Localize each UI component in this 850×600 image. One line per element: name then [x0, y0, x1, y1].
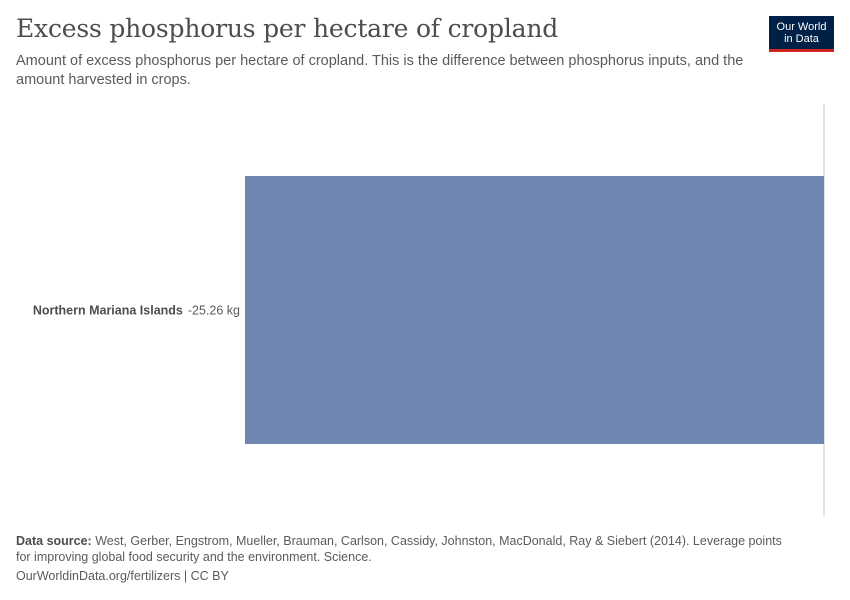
data-source-label: Data source: [16, 534, 92, 548]
footer-link[interactable]: OurWorldinData.org/fertilizers | CC BY [16, 569, 229, 583]
logo-line-2: in Data [784, 33, 819, 45]
chart-title: Excess phosphorus per hectare of croplan… [16, 14, 559, 43]
chart-subtitle: Amount of excess phosphorus per hectare … [16, 53, 744, 88]
data-source: Data source: West, Gerber, Engstrom, Mue… [16, 533, 796, 565]
category-label: Northern Mariana Islands [33, 304, 183, 318]
bar[interactable] [245, 176, 824, 444]
logo-line-1: Our World [776, 21, 827, 33]
bar-value-label: -25.26 kg [188, 304, 240, 318]
owid-logo[interactable]: Our World in Data [769, 16, 834, 52]
data-source-text: West, Gerber, Engstrom, Mueller, Brauman… [16, 534, 782, 564]
